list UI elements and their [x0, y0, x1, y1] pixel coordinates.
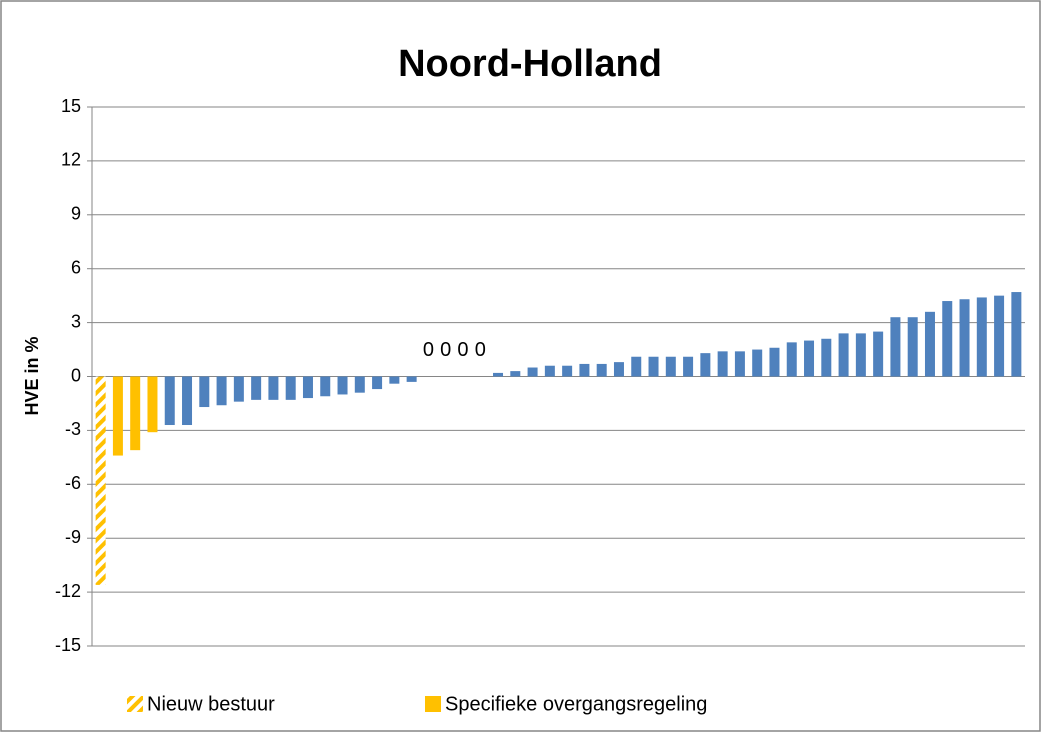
bar: [216, 376, 227, 406]
bar: [372, 376, 383, 390]
bar: [251, 376, 262, 400]
y-tick-label: 3: [71, 311, 81, 331]
bar: [389, 376, 400, 384]
bar: [112, 376, 123, 456]
bar: [510, 371, 521, 377]
bar: [613, 362, 624, 377]
bar: [786, 342, 797, 377]
bar: [285, 376, 296, 400]
bar: [493, 372, 504, 377]
data-label: 0: [423, 339, 435, 361]
bar: [354, 376, 365, 393]
bar: [320, 376, 331, 397]
bar: [164, 376, 175, 426]
legend-label: Nieuw bestuur: [147, 693, 275, 715]
y-axis-label: HVE in %: [22, 336, 42, 415]
bar: [734, 351, 745, 377]
bar: [683, 356, 694, 377]
bar: [959, 299, 970, 377]
bar: [544, 365, 555, 377]
bar: [337, 376, 348, 395]
bar: [752, 349, 763, 377]
bar: [147, 376, 158, 433]
bar: [804, 340, 815, 377]
bar: [855, 333, 866, 377]
bar: [994, 295, 1005, 377]
bar: [233, 376, 244, 402]
bar: [924, 311, 935, 377]
y-tick-label: 12: [61, 150, 81, 170]
bar: [95, 376, 106, 585]
bar: [648, 356, 659, 377]
bar: [1011, 292, 1022, 377]
bar: [631, 356, 642, 377]
y-tick-label: 0: [71, 365, 81, 385]
y-tick-label: -9: [65, 527, 81, 547]
bar: [406, 376, 417, 382]
legend-swatch: [425, 696, 441, 712]
bar: [942, 301, 953, 377]
y-tick-label: 9: [71, 204, 81, 224]
bar: [821, 338, 832, 377]
bar: [268, 376, 279, 400]
data-label: 0: [440, 339, 452, 361]
bar: [873, 331, 884, 377]
legend-swatch: [127, 696, 143, 712]
legend-label: Specifieke overgangsregeling: [445, 693, 707, 715]
bar: [302, 376, 313, 399]
bar: [717, 351, 728, 377]
y-tick-label: 6: [71, 257, 81, 277]
bar: [130, 376, 141, 451]
bar: [665, 356, 676, 377]
bar: [527, 367, 538, 377]
bar: [700, 353, 711, 377]
y-tick-label: -15: [55, 635, 81, 655]
bar: [596, 363, 607, 377]
y-tick-label: 15: [61, 96, 81, 116]
bar: [562, 365, 573, 377]
bar: [838, 333, 849, 377]
y-tick-label: -6: [65, 473, 81, 493]
bar: [182, 376, 193, 426]
data-label: 0: [457, 339, 469, 361]
bar: [199, 376, 210, 408]
data-label: 0: [475, 339, 487, 361]
bar: [907, 317, 918, 377]
bar: [890, 317, 901, 377]
chart-title: Noord-Holland: [398, 43, 662, 85]
bar: [976, 297, 987, 377]
y-tick-label: -12: [55, 581, 81, 601]
bar: [579, 363, 590, 377]
bar: [769, 347, 780, 377]
y-tick-label: -3: [65, 419, 81, 439]
